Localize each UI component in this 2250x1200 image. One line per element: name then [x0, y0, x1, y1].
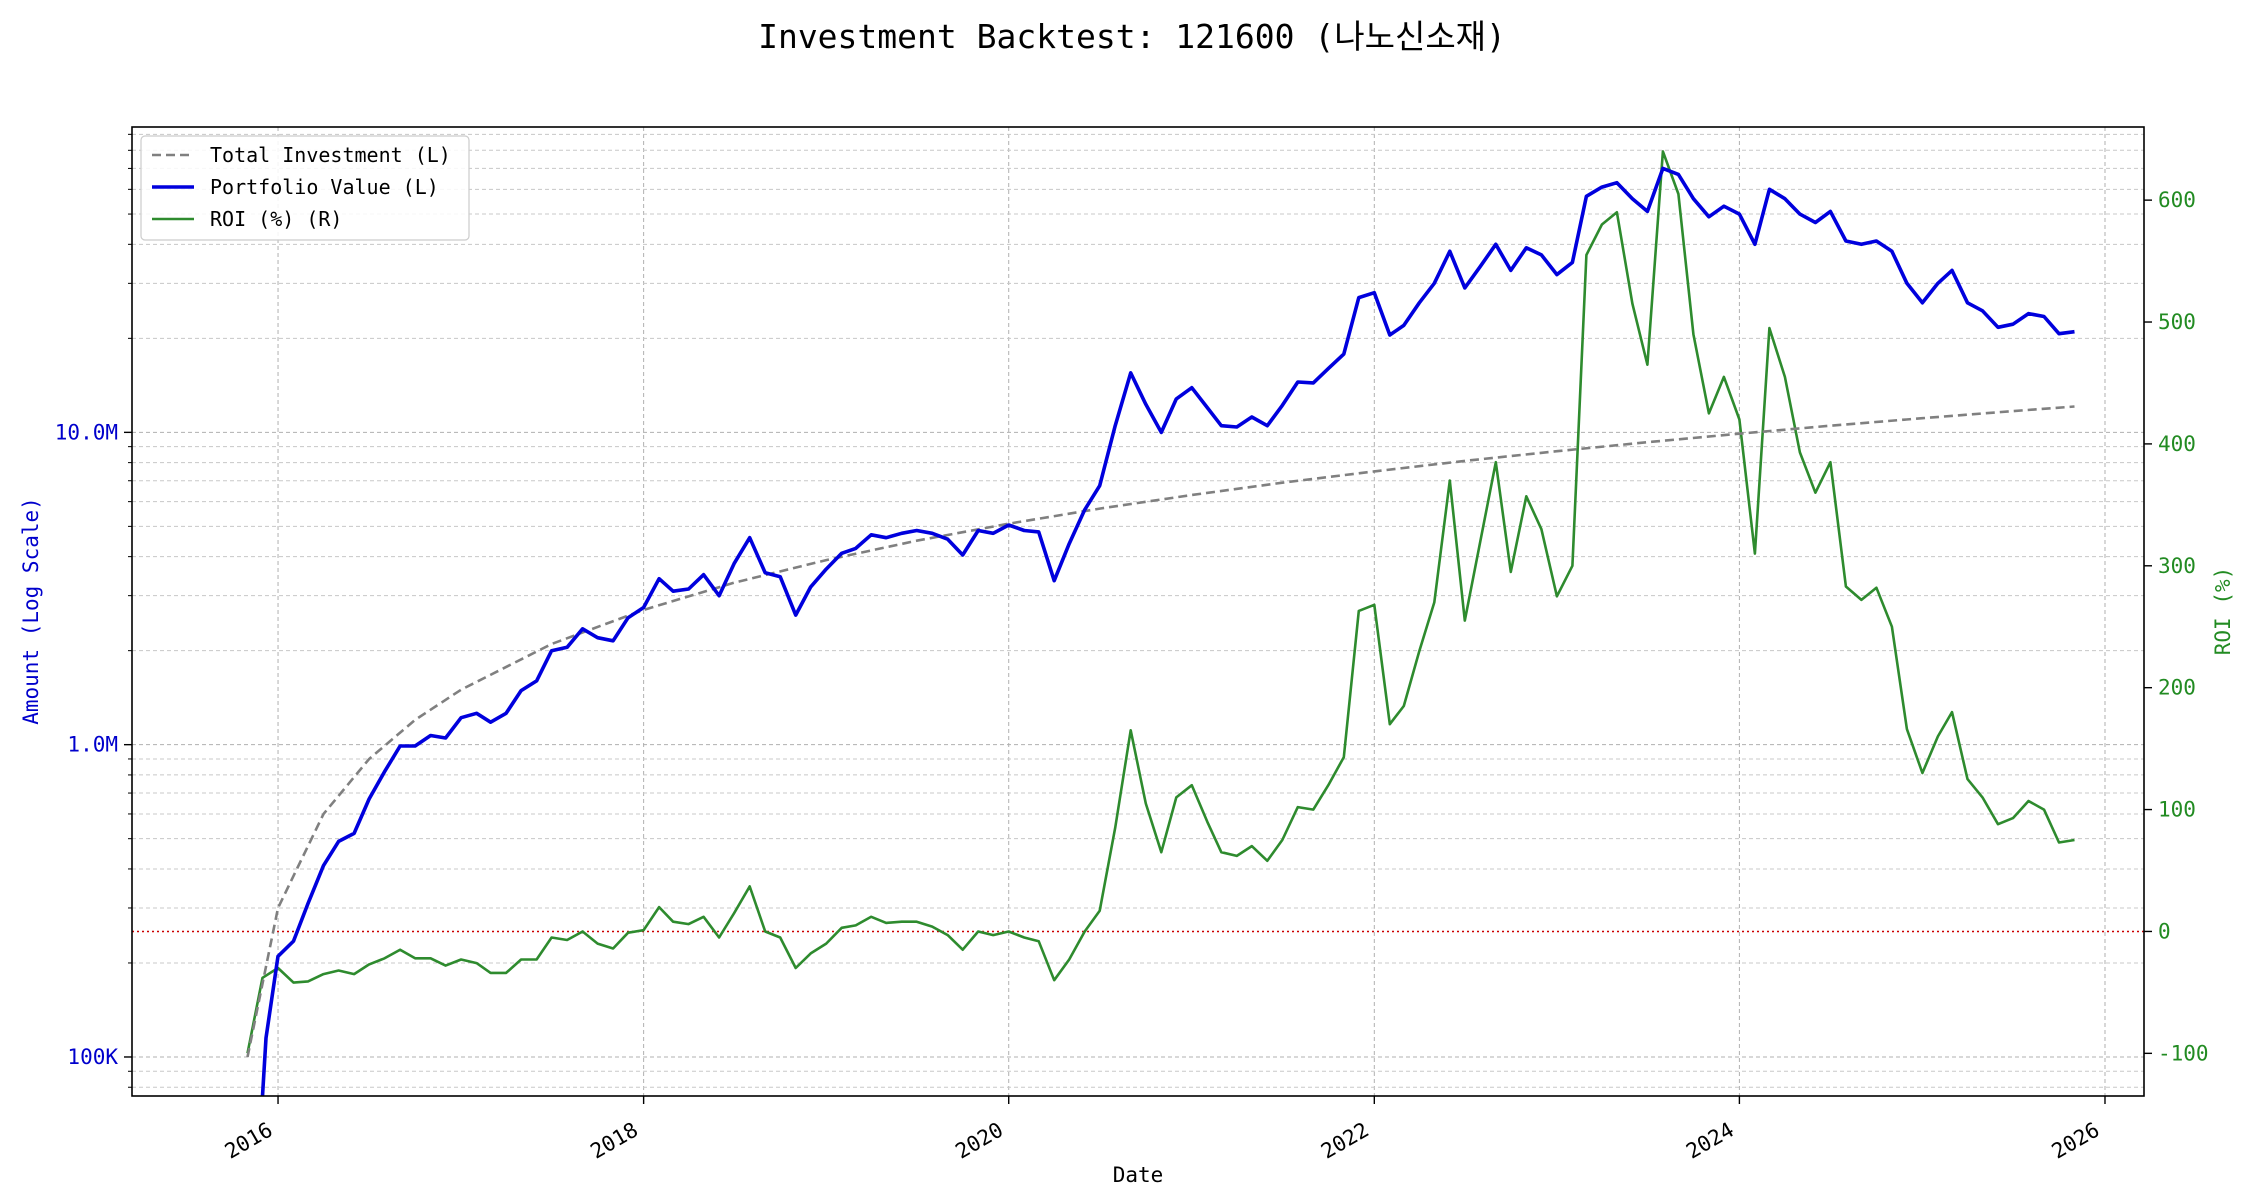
x-axis-ticks: 2016 2018 2020 2022 2024 2026 [221, 1096, 2106, 1164]
legend-label-total-investment: Total Investment (L) [210, 143, 451, 167]
legend-label-portfolio-value: Portfolio Value (L) [210, 175, 439, 199]
legend: Total Investment (L) Portfolio Value (L)… [140, 135, 470, 241]
x-axis-label: Date [1113, 1163, 1164, 1187]
x-tick-label-2020: 2020 [951, 1118, 1007, 1164]
x-tick-label-2018: 2018 [586, 1118, 642, 1164]
plot-frame [131, 126, 2145, 1097]
legend-box [140, 135, 470, 241]
left-axis-label: Amount (Log Scale) [19, 497, 43, 725]
series-lines [246, 150, 2075, 1097]
grid-lines [132, 127, 2144, 1096]
left-tick-label: 100K [67, 1045, 118, 1069]
right-tick-label: 500 [2158, 310, 2196, 334]
right-axis-label: ROI (%) [2211, 567, 2235, 656]
chart-title: Investment Backtest: 121600 (나노신소재) [758, 17, 1506, 56]
right-tick-label: 400 [2158, 432, 2196, 456]
right-tick-label: 600 [2158, 188, 2196, 212]
total-investment-line [246, 405, 2075, 1058]
left-tick-label: 10.0M [55, 420, 118, 444]
right-tick-label: -100 [2158, 1041, 2209, 1065]
portfolio-value-line [260, 166, 2075, 1097]
right-tick-label: 300 [2158, 554, 2196, 578]
x-tick-label-2024: 2024 [1682, 1118, 1738, 1164]
x-tick-label-2016: 2016 [221, 1118, 277, 1164]
left-axis-ticks: 100K 1.0M 10.0M [55, 133, 132, 1088]
legend-label-roi: ROI (%) (R) [210, 207, 342, 231]
x-tick-label-2022: 2022 [1317, 1118, 1373, 1164]
right-axis-ticks: -100 0 100 200 300 400 500 600 [2144, 188, 2209, 1065]
left-tick-label: 1.0M [67, 733, 118, 757]
roi-line [246, 150, 2075, 1054]
x-tick-label-2026: 2026 [2048, 1118, 2104, 1164]
right-tick-label: 0 [2158, 919, 2171, 943]
right-tick-label: 200 [2158, 676, 2196, 700]
right-tick-label: 100 [2158, 798, 2196, 822]
